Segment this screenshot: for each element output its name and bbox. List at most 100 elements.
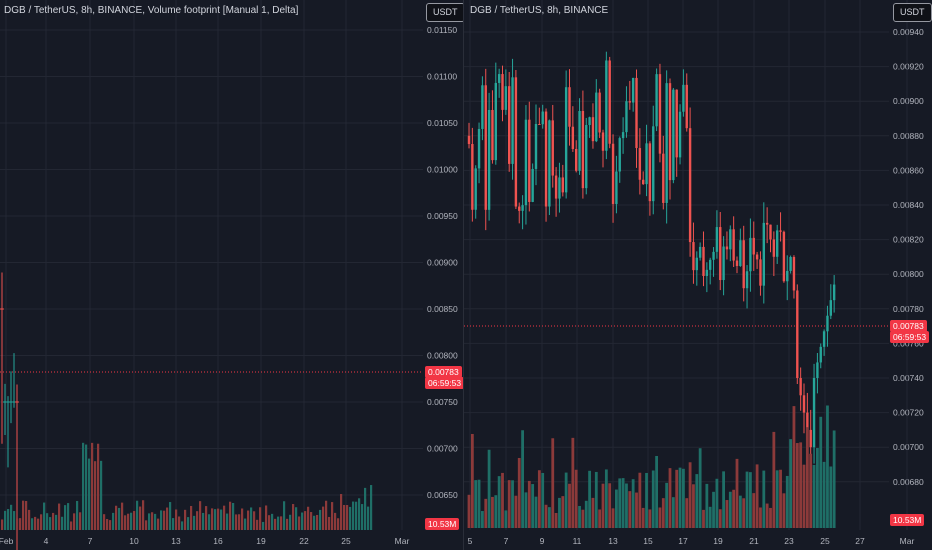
y-tick-label: 0.00800 (427, 351, 458, 361)
x-tick-label: 10 (129, 536, 139, 546)
volume-bar (16, 518, 19, 530)
volume-bar (742, 498, 746, 528)
currency-button[interactable]: USDT (426, 3, 465, 22)
chart-canvas-right[interactable]: 0.00940 0.00920 0.00900 0.00880 0.00860 0.008… (464, 0, 932, 550)
volume-bar (782, 493, 786, 528)
volume-bar (531, 484, 535, 528)
candle-body (719, 227, 722, 281)
candle-body (648, 143, 652, 202)
candle-body (568, 87, 571, 127)
volume-bar (361, 504, 364, 530)
last-price-tag: 0.00783 (425, 366, 462, 378)
candle-body (832, 284, 836, 301)
candle-body (645, 143, 648, 185)
volume-bar (511, 480, 514, 528)
y-tick-label: 0.00920 (893, 62, 924, 72)
volume-bar (521, 430, 524, 528)
volume-bar (268, 515, 271, 530)
volume-bar (271, 513, 274, 530)
volume-bar (85, 444, 88, 530)
volume-bar (313, 515, 316, 530)
volume-bar (682, 468, 685, 528)
volume-bar (568, 483, 571, 528)
x-tick-label: 9 (540, 536, 545, 546)
volume-bar (668, 468, 672, 528)
countdown-tag: 06:59:53 (425, 377, 465, 389)
volume-bar (184, 509, 187, 530)
candle-body (625, 101, 628, 133)
volume-bar (190, 505, 193, 530)
y-tick-label: 0.00760 (893, 338, 924, 348)
volume-bar (661, 498, 665, 528)
x-tick-label: 23 (784, 536, 794, 546)
candle-body (759, 259, 762, 286)
volume-bar (37, 518, 40, 530)
candle-body (541, 111, 544, 125)
volume-bar (22, 500, 25, 530)
candle-body (695, 257, 698, 271)
x-tick-label: 22 (299, 536, 309, 546)
candle-body (497, 74, 501, 83)
x-tick-label: 25 (341, 536, 351, 546)
volume-bar (223, 505, 226, 530)
y-tick-label: 0.00850 (427, 304, 458, 314)
candle-body (524, 119, 528, 206)
volume-bar (13, 511, 16, 530)
volume-bar (127, 513, 130, 530)
candle-body (698, 246, 702, 258)
currency-button[interactable]: USDT (893, 3, 932, 22)
volume-bar (484, 498, 488, 528)
pane-divider[interactable] (463, 0, 464, 550)
x-tick-label: 13 (608, 536, 618, 546)
candle-body (665, 83, 668, 203)
candle-body (585, 125, 588, 189)
volume-bar (4, 510, 7, 530)
volume-bar (816, 448, 819, 528)
volume-bar (551, 438, 555, 528)
volume-bar (319, 509, 322, 530)
candle-body (581, 110, 585, 189)
y-tick-label: 0.00880 (893, 131, 924, 141)
candle-body (672, 89, 675, 181)
volume-bar (615, 489, 618, 528)
volume-bar (601, 483, 605, 528)
volume-bar (749, 472, 752, 528)
y-tick-label: 0.00650 (427, 490, 458, 500)
volume-bar (349, 506, 352, 530)
volume-bar (346, 505, 349, 530)
volume-bar (792, 406, 796, 528)
volume-bar (121, 502, 124, 530)
volume-bar (772, 431, 776, 528)
volume-bar (628, 491, 632, 528)
volume-bar (675, 469, 679, 528)
candle-body (792, 256, 796, 291)
volume-bar (829, 466, 833, 528)
volume-bar (608, 483, 612, 528)
candle-body (501, 74, 504, 110)
chart-canvas-left[interactable]: 0.01150 0.01100 0.01050 0.01000 0.00950 0.009… (0, 0, 463, 550)
volume-bar (621, 478, 625, 528)
x-tick-label: 15 (643, 536, 653, 546)
y-tick-label: 0.01150 (427, 25, 457, 35)
candle-body (508, 86, 511, 164)
volume-bar (100, 460, 103, 530)
candle-body (477, 128, 481, 169)
candle-body (615, 171, 618, 204)
volume-bar (286, 518, 289, 530)
chart-pane-right[interactable]: 0.00940 0.00920 0.00900 0.00880 0.00860 0.008… (464, 0, 932, 550)
volume-bar (789, 439, 792, 528)
volume-bar (322, 506, 325, 530)
candle-body (742, 240, 745, 289)
x-tick-label: 7 (504, 536, 509, 546)
candle-body (782, 231, 786, 282)
volume-bar (832, 430, 836, 528)
chart-pane-left[interactable]: 0.01150 0.01100 0.01050 0.01000 0.00950 0.009… (0, 0, 465, 550)
candle-body (611, 143, 615, 204)
candle-body (621, 132, 625, 139)
volume-bar (631, 479, 635, 528)
volume-bar (79, 512, 82, 530)
volume-bar (501, 472, 504, 528)
volume-bar (58, 503, 61, 530)
countdown-tag: 06:59:53 (890, 331, 930, 343)
candle-body (829, 300, 832, 316)
